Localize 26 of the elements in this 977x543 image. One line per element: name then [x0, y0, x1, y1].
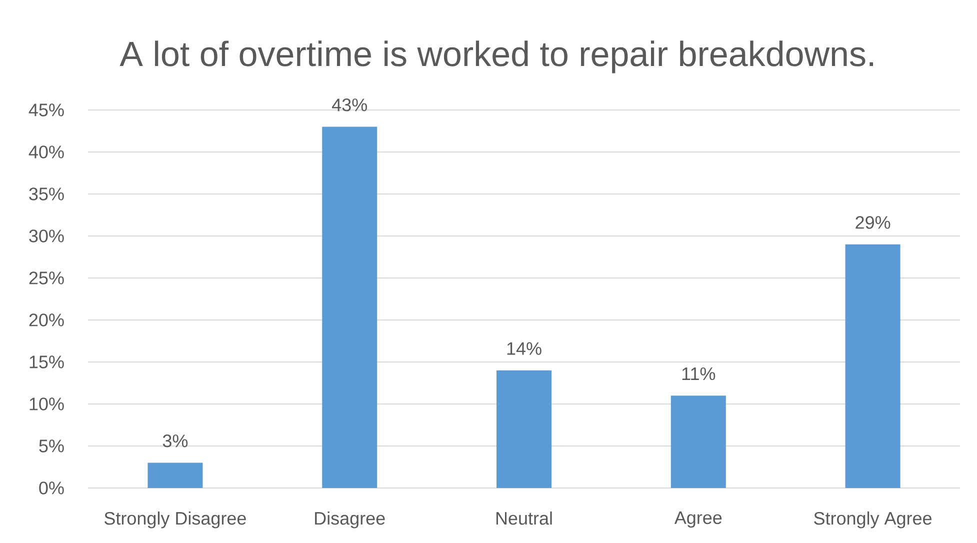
- bar: [322, 126, 378, 488]
- x-tick-label: Strongly Agree: [814, 512, 932, 528]
- y-tick-label: 5%: [39, 440, 64, 452]
- x-tick-label: Strongly Disagree: [104, 512, 246, 528]
- y-tick-label: 20%: [29, 314, 64, 326]
- x-tick-label: Disagree: [315, 512, 385, 528]
- y-tick-label: 35%: [29, 188, 64, 200]
- x-tick-label: Agree: [674, 512, 722, 528]
- bar: [496, 370, 552, 488]
- data-label: 3%: [162, 434, 188, 448]
- y-tick-label: 0%: [39, 482, 64, 494]
- x-tick-label: Neutral: [496, 512, 552, 525]
- bar: [148, 462, 203, 488]
- data-label: 14%: [507, 342, 542, 355]
- y-tick-label: 15%: [30, 356, 64, 368]
- data-label: 29%: [856, 216, 890, 229]
- bar: [670, 396, 726, 488]
- y-tick-label: 30%: [29, 230, 64, 242]
- y-tick-label: 45%: [28, 104, 64, 116]
- chart-title: A lot of overtime is worked to repair breakdowns.: [120, 40, 874, 74]
- y-tick-label: 40%: [28, 146, 64, 158]
- data-label: 11%: [682, 367, 716, 380]
- y-tick-label: 10%: [30, 398, 64, 410]
- data-label: 43%: [332, 98, 367, 112]
- bar: [845, 244, 900, 488]
- y-tick-label: 25%: [29, 272, 64, 284]
